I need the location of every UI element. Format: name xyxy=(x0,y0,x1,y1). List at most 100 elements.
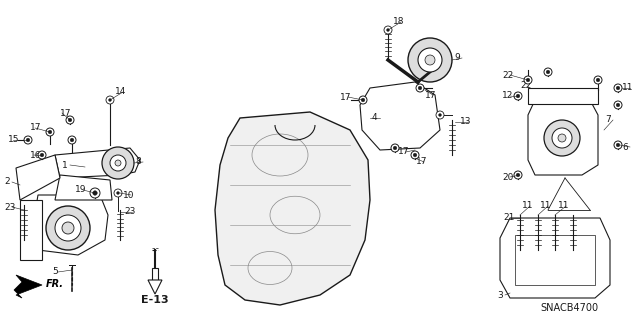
Circle shape xyxy=(524,76,532,84)
Circle shape xyxy=(359,96,367,104)
Text: 14: 14 xyxy=(115,87,126,97)
Text: 7: 7 xyxy=(605,115,611,124)
Circle shape xyxy=(516,173,520,177)
Text: 17: 17 xyxy=(416,158,428,167)
Text: 4: 4 xyxy=(372,114,378,122)
Circle shape xyxy=(616,103,620,107)
Bar xyxy=(515,235,595,285)
Circle shape xyxy=(387,29,389,31)
Polygon shape xyxy=(528,100,598,175)
Circle shape xyxy=(544,120,580,156)
Circle shape xyxy=(418,86,422,90)
Circle shape xyxy=(418,48,442,72)
Circle shape xyxy=(38,151,46,159)
Text: 10: 10 xyxy=(123,190,134,199)
Bar xyxy=(152,268,158,280)
Circle shape xyxy=(115,160,121,166)
Text: 8: 8 xyxy=(135,158,141,167)
Text: 17: 17 xyxy=(60,108,72,117)
Circle shape xyxy=(391,144,399,152)
Circle shape xyxy=(40,153,44,157)
Polygon shape xyxy=(20,200,42,260)
Text: 9: 9 xyxy=(454,54,460,63)
Text: 17: 17 xyxy=(425,91,436,100)
Circle shape xyxy=(114,189,122,197)
Text: 17: 17 xyxy=(30,123,42,132)
Text: 17: 17 xyxy=(340,93,351,101)
Text: 13: 13 xyxy=(460,117,472,127)
Text: 11: 11 xyxy=(522,202,534,211)
Circle shape xyxy=(68,136,76,144)
Circle shape xyxy=(413,153,417,157)
Circle shape xyxy=(438,114,442,116)
Text: 23: 23 xyxy=(124,207,136,217)
Circle shape xyxy=(102,147,134,179)
Polygon shape xyxy=(215,112,370,305)
Circle shape xyxy=(66,116,74,124)
Circle shape xyxy=(48,130,52,134)
Text: 5: 5 xyxy=(52,268,58,277)
Polygon shape xyxy=(32,195,108,255)
Text: 19: 19 xyxy=(75,186,86,195)
Text: 18: 18 xyxy=(393,18,404,26)
Circle shape xyxy=(24,136,32,144)
Circle shape xyxy=(594,76,602,84)
Circle shape xyxy=(558,134,566,142)
Text: 11: 11 xyxy=(622,84,634,93)
Text: 22: 22 xyxy=(520,81,531,91)
Text: 1: 1 xyxy=(62,160,68,169)
Circle shape xyxy=(408,38,452,82)
Circle shape xyxy=(596,78,600,82)
Circle shape xyxy=(93,191,97,195)
Circle shape xyxy=(526,78,530,82)
Circle shape xyxy=(384,26,392,34)
Polygon shape xyxy=(500,218,610,298)
Text: 15: 15 xyxy=(8,136,19,145)
Circle shape xyxy=(436,111,444,119)
Circle shape xyxy=(514,171,522,179)
Circle shape xyxy=(62,222,74,234)
Circle shape xyxy=(614,141,622,149)
Circle shape xyxy=(70,138,74,142)
Circle shape xyxy=(46,206,90,250)
Circle shape xyxy=(614,101,622,109)
Circle shape xyxy=(109,99,111,101)
Text: 12: 12 xyxy=(502,92,513,100)
Polygon shape xyxy=(55,175,112,200)
Text: 6: 6 xyxy=(622,143,628,152)
Circle shape xyxy=(106,96,114,104)
Circle shape xyxy=(393,146,397,150)
Circle shape xyxy=(55,215,81,241)
Text: E-13: E-13 xyxy=(141,295,169,305)
Text: 23: 23 xyxy=(4,203,15,211)
Circle shape xyxy=(116,192,120,194)
Circle shape xyxy=(68,118,72,122)
Circle shape xyxy=(416,84,424,92)
Polygon shape xyxy=(16,155,60,200)
Circle shape xyxy=(552,128,572,148)
Text: 11: 11 xyxy=(540,202,552,211)
Circle shape xyxy=(26,138,30,142)
Circle shape xyxy=(46,128,54,136)
Polygon shape xyxy=(360,82,440,150)
Circle shape xyxy=(516,94,520,98)
Text: 21: 21 xyxy=(503,213,515,222)
Circle shape xyxy=(616,143,620,147)
Text: SNACB4700: SNACB4700 xyxy=(540,303,598,313)
Text: 11: 11 xyxy=(558,202,570,211)
Polygon shape xyxy=(528,88,598,104)
Circle shape xyxy=(544,68,552,76)
Polygon shape xyxy=(14,275,42,298)
Circle shape xyxy=(411,151,419,159)
Text: 22: 22 xyxy=(502,70,513,79)
Circle shape xyxy=(616,86,620,90)
Text: 20: 20 xyxy=(502,173,513,182)
Polygon shape xyxy=(55,148,140,178)
Circle shape xyxy=(90,188,100,198)
Text: FR.: FR. xyxy=(46,279,64,289)
Text: 16: 16 xyxy=(30,151,42,160)
Text: 2: 2 xyxy=(4,177,10,187)
Text: 3: 3 xyxy=(497,291,503,300)
Circle shape xyxy=(361,98,365,102)
Polygon shape xyxy=(148,280,162,294)
